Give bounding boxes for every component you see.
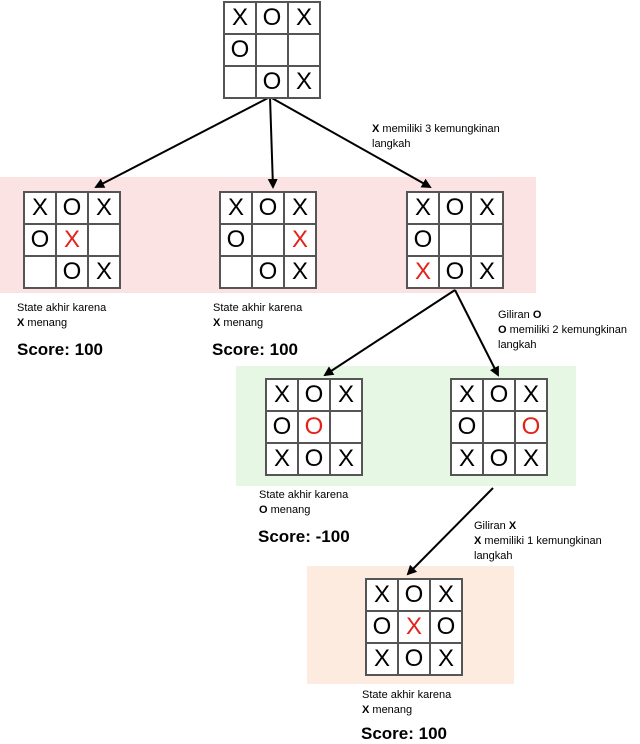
board-cell: O: [256, 2, 288, 34]
board-cell: X: [471, 256, 503, 288]
board-cell: O: [298, 411, 330, 443]
board-cell: [330, 411, 362, 443]
board-cell: [439, 224, 471, 256]
board-cell: X: [88, 192, 120, 224]
board-cell: X: [288, 2, 320, 34]
board-cell: O: [439, 192, 471, 224]
board-cell: X: [515, 443, 547, 475]
board-cell: X: [24, 192, 56, 224]
board-cell: [256, 34, 288, 66]
result-3-caption: State akhir karena O menang: [259, 489, 349, 516]
edge-root-b3: [269, 96, 432, 188]
result-3-score: Score: -100: [258, 527, 350, 546]
board-cell: O: [483, 379, 515, 411]
result-2-caption: State akhir karena X menang: [213, 302, 303, 329]
board-cell: X: [288, 66, 320, 98]
board-cell: [220, 256, 252, 288]
board-cell: O: [515, 411, 547, 443]
result-4-score: Score: 100: [361, 724, 447, 743]
board-cell: X: [398, 611, 430, 643]
annotation-o-2-moves: Giliran O O memiliki 2 kemungkinan langk…: [498, 309, 627, 351]
board-cell: X: [451, 379, 483, 411]
board-cell: X: [451, 443, 483, 475]
edge-c2-d1: [406, 487, 494, 576]
board-cell: O: [298, 379, 330, 411]
board-cell: [88, 224, 120, 256]
board-cell: O: [298, 443, 330, 475]
result-1-score: Score: 100: [17, 340, 103, 359]
board-cell: X: [266, 443, 298, 475]
board-cell: O: [224, 34, 256, 66]
board-cell: X: [407, 256, 439, 288]
board-cell: X: [330, 379, 362, 411]
board-cell: X: [366, 579, 398, 611]
board-cell: X: [471, 192, 503, 224]
edge-root-b2: [267, 96, 278, 189]
board-cell: X: [366, 643, 398, 675]
board-cell: O: [451, 411, 483, 443]
board-cell: O: [256, 66, 288, 98]
board-cell: X: [515, 379, 547, 411]
board-cell: O: [483, 443, 515, 475]
board-cell: X: [330, 443, 362, 475]
result-2-score: Score: 100: [212, 340, 298, 359]
board-cell: X: [220, 192, 252, 224]
board-cell: X: [266, 379, 298, 411]
board-cell: O: [252, 256, 284, 288]
board-cell: O: [266, 411, 298, 443]
board-cell: X: [284, 192, 316, 224]
board-cell: X: [88, 256, 120, 288]
board-cell: [288, 34, 320, 66]
board-cell: O: [252, 192, 284, 224]
board-cell: [252, 224, 284, 256]
edge-root-b1: [94, 96, 271, 188]
board-cell: [471, 224, 503, 256]
board-cell: [224, 66, 256, 98]
board-cell: X: [56, 224, 88, 256]
board-cell: [483, 411, 515, 443]
annotation-x-1-move: Giliran X X memiliki 1 kemungkinan langk…: [474, 520, 602, 562]
result-4-caption: State akhir karena X menang: [362, 689, 452, 716]
board-cell: X: [224, 2, 256, 34]
edge-b3-c2: [454, 289, 499, 377]
board-cell: X: [407, 192, 439, 224]
annotation-x-3-moves: X memiliki 3 kemungkinan langkah: [372, 123, 500, 150]
board-cell: O: [439, 256, 471, 288]
board-cell: O: [24, 224, 56, 256]
board-cell: O: [407, 224, 439, 256]
board-cell: X: [284, 256, 316, 288]
board-cell: O: [56, 256, 88, 288]
board-cell: X: [430, 643, 462, 675]
edge-b3-c1: [323, 289, 456, 377]
board-cell: [24, 256, 56, 288]
board-cell: O: [398, 643, 430, 675]
board-cell: X: [430, 579, 462, 611]
board-cell: O: [366, 611, 398, 643]
board-cell: X: [284, 224, 316, 256]
board-cell: O: [398, 579, 430, 611]
board-cell: O: [220, 224, 252, 256]
board-cell: O: [430, 611, 462, 643]
result-1-caption: State akhir karena X menang: [17, 302, 107, 329]
board-cell: O: [56, 192, 88, 224]
